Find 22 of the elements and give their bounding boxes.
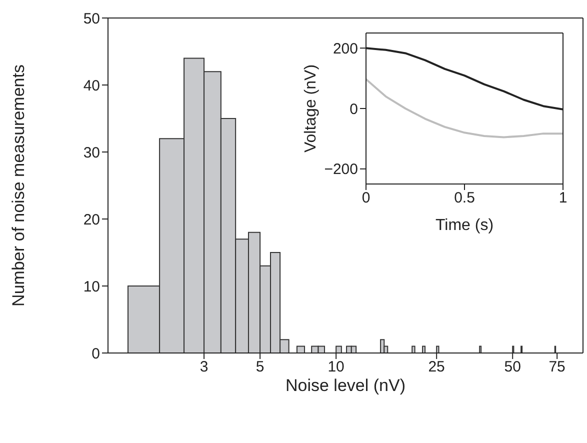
y-axis-title: Number of noise measurements [9, 64, 28, 306]
y-tick-label: 200 [332, 40, 358, 58]
x-axis-title: Time (s) [435, 217, 494, 234]
x-tick-label: 5 [256, 358, 264, 376]
y-tick-label: 10 [83, 278, 100, 296]
y-tick-label: 50 [83, 10, 100, 28]
x-tick-label: 50 [504, 358, 521, 376]
y-tick-label: 20 [83, 211, 100, 228]
y-tick-label: 30 [83, 144, 100, 162]
x-tick-label: 0.5 [454, 190, 475, 207]
y-axis-title: Voltage (nV) [302, 64, 320, 153]
y-tick-label: 40 [83, 77, 100, 94]
x-tick-label: 3 [200, 358, 208, 376]
y-tick-label: −200 [324, 161, 358, 178]
x-tick-label: 1 [558, 190, 568, 207]
y-tick-label: 0 [350, 100, 358, 118]
line-series [366, 78, 563, 138]
x-tick-label: 25 [428, 358, 445, 376]
x-tick-label: 75 [548, 358, 566, 376]
x-axis-title: Noise level (nV) [286, 376, 406, 395]
y-tick-label: 0 [92, 345, 100, 362]
x-tick-label: 0 [362, 190, 370, 207]
